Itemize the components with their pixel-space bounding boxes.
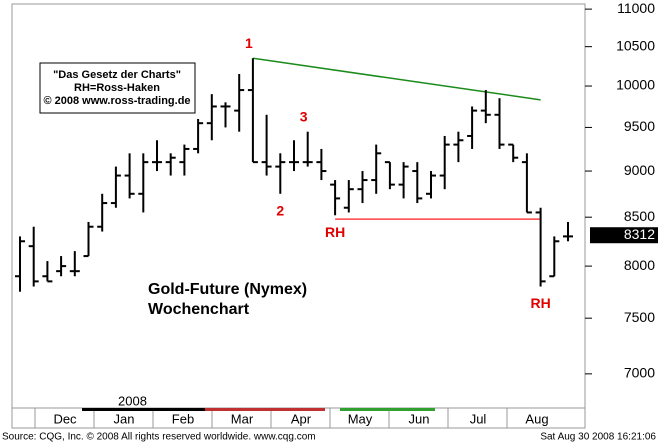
x-tick-label: Feb [172,411,194,426]
x-tick-label: Jun [409,411,430,426]
trendline [252,57,541,101]
y-tick-label: 8500 [624,208,655,224]
chart-title: Gold-Future (Nymex) [148,281,307,298]
x-tick-label: Jul [470,411,487,426]
annotation: RH [325,224,345,240]
annotation: 2 [276,202,284,218]
box-line: "Das Gesetz der Charts" [53,69,181,81]
last-price-box [590,227,658,244]
info-box [39,62,196,114]
source: Source: CQG, Inc. © 2008 All rights rese… [2,432,316,443]
x-tick-label: Apr [291,411,312,426]
y-tick-label: 10500 [616,37,655,53]
annotation: RH [530,295,550,311]
x-tick-label: Jan [114,411,135,426]
annotation: 1 [245,35,253,51]
year-label: 2008 [118,393,147,408]
y-tick-label: 10000 [616,77,655,93]
y-tick-label: 7000 [624,365,655,381]
timestamp: Sat Aug 30 2008 16:21:06 [540,432,656,443]
y-tick-label: 7500 [624,309,655,325]
last-price: 8312 [624,226,655,242]
y-tick-label: 9500 [624,118,655,134]
x-tick-label: Dec [53,411,77,426]
x-tick-label: Mar [231,411,254,426]
y-tick-label: 9000 [624,162,655,178]
y-tick-label: 8000 [624,257,655,273]
x-tick-label: May [348,411,373,426]
x-tick-label: Aug [525,411,548,426]
y-tick-label: 11000 [617,0,655,16]
annotation: 3 [300,108,308,124]
box-line: © 2008 www.ross-trading.de [43,95,190,107]
box-line: RH=Ross-Haken [74,82,160,94]
chart-subtitle: Wochenchart [148,301,250,318]
